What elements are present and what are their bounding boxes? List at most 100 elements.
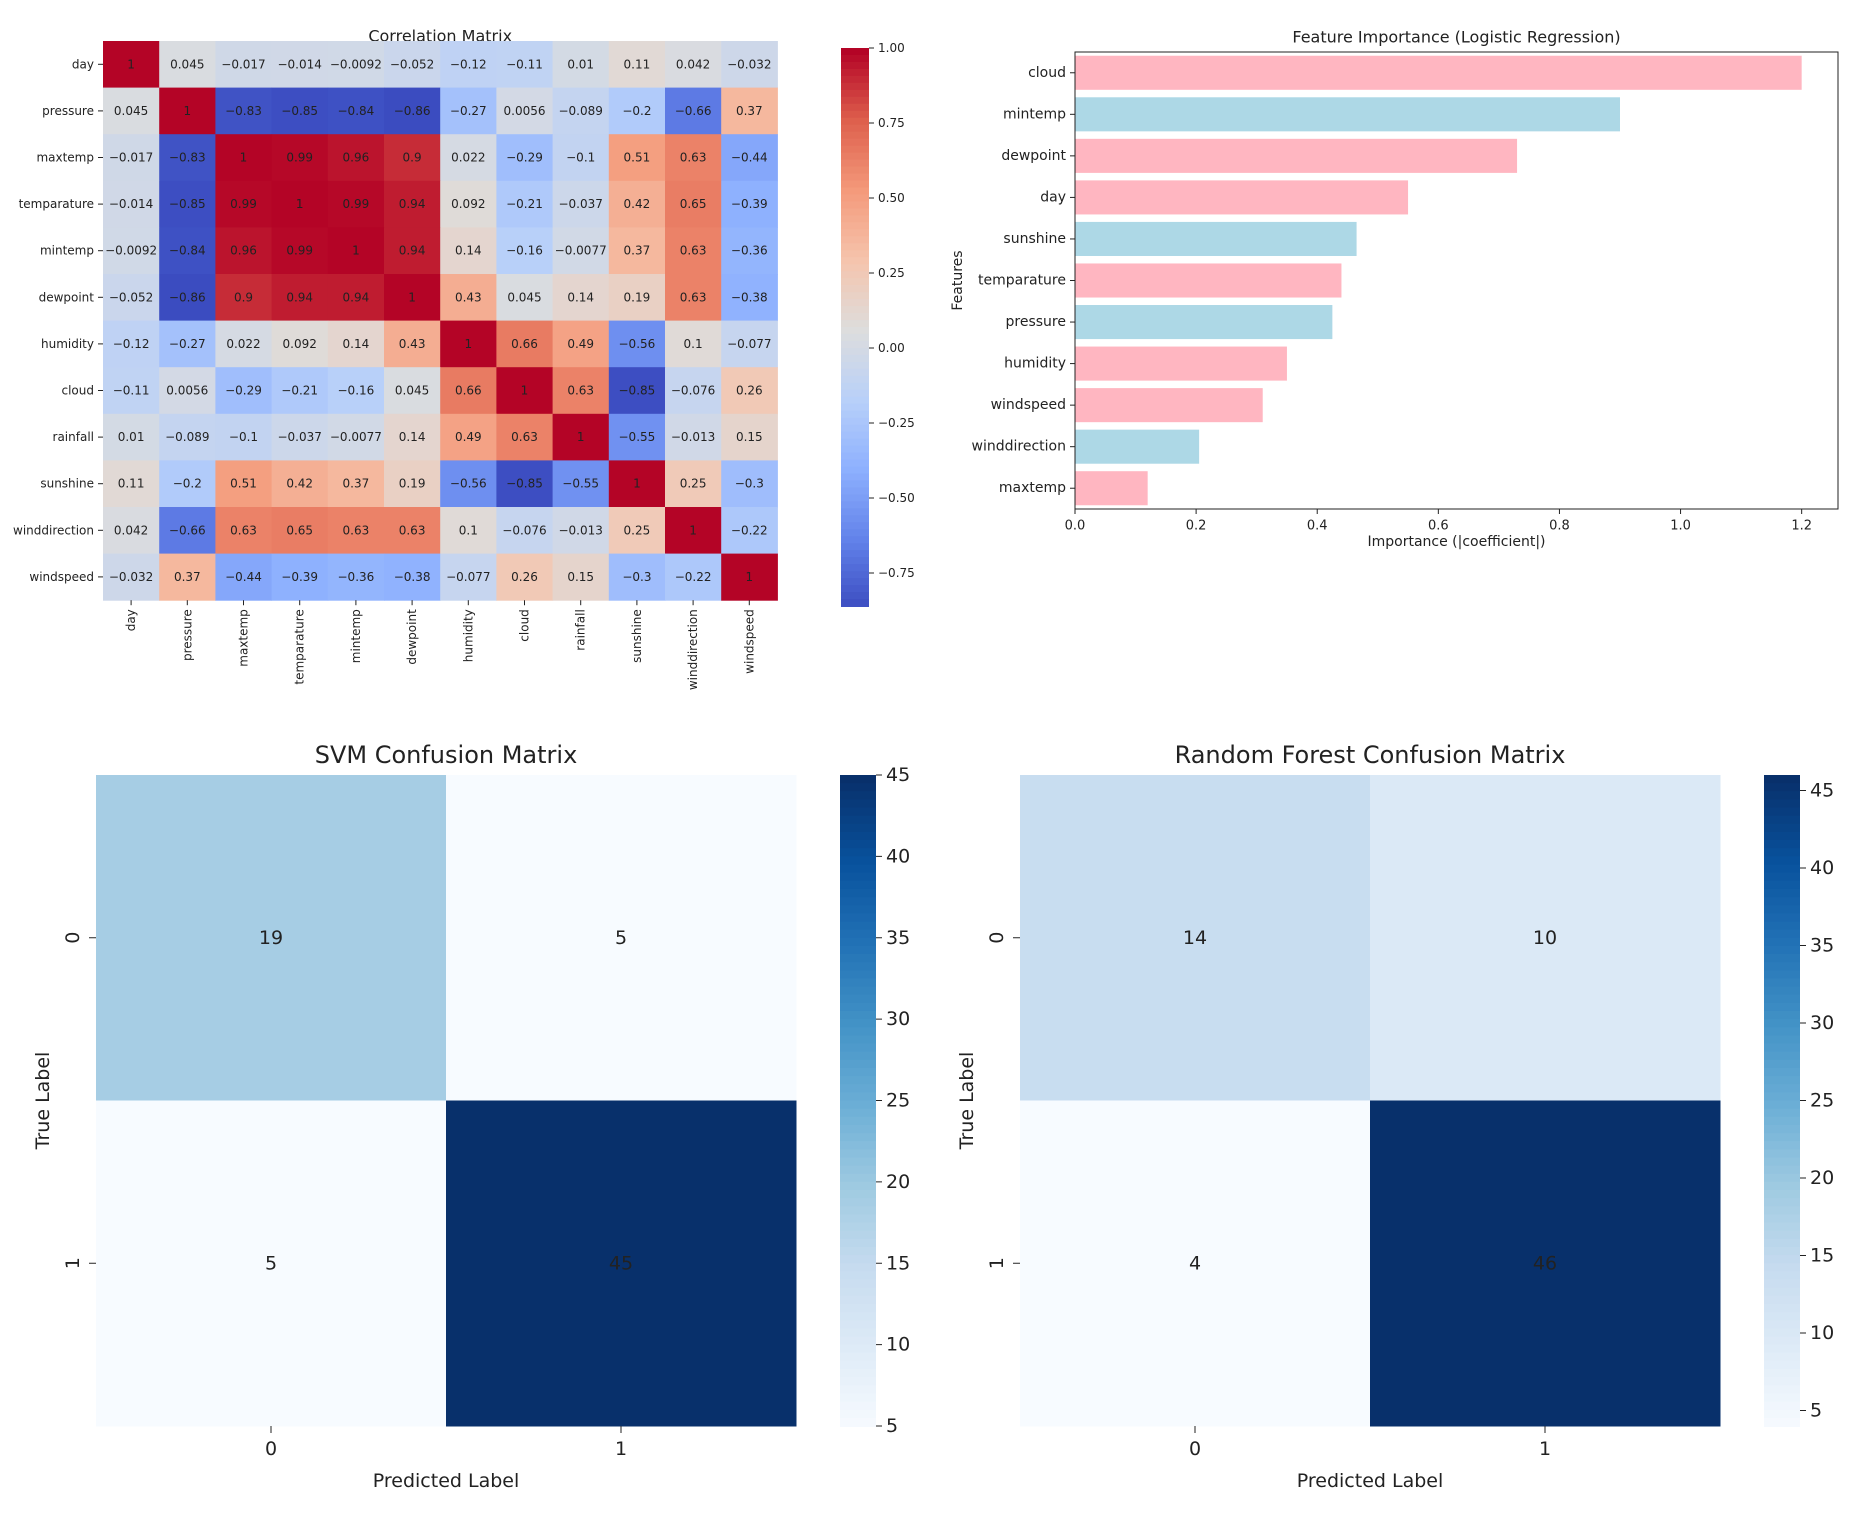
correlation-colorbar-segment [841,180,869,189]
correlation-cell-label: −0.55 [619,430,656,444]
correlation-cell [384,460,441,508]
correlation-colorbar-segment [841,417,869,426]
correlation-cell [215,134,273,182]
svm-colorbar-segment [840,1076,876,1086]
correlation-colorbar-segment [841,159,869,168]
svm-colorbar-tick-label: 15 [886,1252,910,1274]
correlation-cell [721,134,778,182]
correlation-cell-label: 0.37 [174,570,201,584]
correlation-xtick-label: mintemp [349,609,363,663]
svm-colorbar-segment [840,1263,876,1273]
correlation-cell-label: −0.089 [558,104,602,118]
svm-colorbar-segment [840,1409,876,1419]
correlation-cell-label: −0.85 [506,477,543,491]
random-forest-colorbar-segment [1764,921,1800,931]
correlation-colorbar-tick-label: −0.75 [878,566,915,580]
correlation-colorbar-segment [841,187,869,196]
svm-colorbar-segment [840,1295,876,1305]
svm-colorbar-segment [840,1369,876,1379]
correlation-colorbar-tick-label: 0.00 [878,341,905,355]
correlation-cell-label: 0.26 [736,384,763,398]
correlation-cell-label: −0.29 [506,151,543,165]
random-forest-colorbar-segment [1764,872,1800,882]
correlation-cell [215,320,273,368]
correlation-colorbar-segment [841,480,869,489]
random-forest-colorbar-segment [1764,1059,1800,1069]
random-forest-cell [1020,775,1371,1101]
correlation-cell-label: 0.042 [676,57,710,71]
correlation-cell-label: 0.1 [459,523,478,537]
random-forest-colorbar-segment [1764,1181,1800,1192]
svm-colorbar-segment [840,1002,876,1012]
correlation-cell [608,460,666,508]
correlation-cell-label: 1 [633,477,641,491]
correlation-cell [552,320,610,368]
correlation-ytick-label: winddirection [13,523,94,537]
correlation-cell-label: 0.63 [343,523,370,537]
correlation-colorbar-segment [841,306,869,315]
svm-ytick-label: 0 [62,932,84,944]
correlation-cell-label: −0.66 [169,523,206,537]
feature-importance-ytick-label: maxtemp [999,480,1066,496]
svm-colorbar-segment [840,1385,876,1395]
correlation-colorbar-segment [841,340,869,349]
svm-cell-label: 19 [259,927,283,949]
correlation-cell [103,134,160,182]
random-forest-colorbar-segment [1764,1401,1800,1411]
svm-colorbar-segment [840,1336,876,1346]
random-forest-colorbar-segment [1764,1360,1800,1371]
random-forest-colorbar-segment [1764,831,1800,842]
feature-importance-ytick-label: windspeed [991,397,1066,413]
feature-importance-xtick-label: 1.2 [1791,519,1812,534]
correlation-cell-label: 0.25 [680,477,707,491]
feature-importance-bar [1075,388,1263,423]
random-forest-colorbar-segment [1764,1206,1800,1216]
random-forest-colorbar-segment [1764,1067,1800,1078]
correlation-cell-label: 1 [352,244,360,258]
svm-colorbar-tick-label: 45 [886,764,910,786]
correlation-ytick-label: pressure [42,104,94,118]
correlation-cell [496,367,554,415]
random-forest-colorbar-segment [1764,1222,1800,1232]
svm-colorbar-segment [840,1312,876,1322]
correlation-colorbar-segment [841,166,869,175]
correlation-cell [215,460,273,508]
correlation-cell-label: 0.9 [403,151,422,165]
correlation-cell-label: 0.94 [399,197,426,211]
correlation-cell-label: 0.63 [567,384,594,398]
random-forest-colorbar-segment [1764,1328,1800,1338]
correlation-cell [440,134,497,182]
correlation-cell [327,134,385,182]
correlation-cell [103,553,160,601]
correlation-colorbar-segment [841,445,869,454]
svm-colorbar-segment [840,799,876,809]
svm-colorbar-segment [840,1230,876,1240]
feature-importance-xlabel: Importance (|coefficient|) [1367,534,1545,550]
svm-colorbar-segment [840,848,876,858]
correlation-colorbar-segment [841,145,869,154]
correlation-colorbar-tick-label: 0.25 [878,266,905,280]
correlation-colorbar-segment [841,68,869,77]
svm-colorbar-segment [840,840,876,850]
svm-colorbar-segment [840,864,876,874]
correlation-ytick-label: windspeed [29,570,94,584]
correlation-cell-label: 0.94 [343,290,370,304]
correlation-cell-label: −0.21 [506,197,543,211]
correlation-cell [215,274,273,322]
correlation-cell-label: 0.49 [567,337,594,351]
random-forest-colorbar-segment [1764,1092,1800,1102]
correlation-xtick-label: dewpoint [405,609,419,665]
correlation-cell-label: 1 [183,104,191,118]
correlation-colorbar-segment [841,117,869,126]
random-forest-colorbar-segment [1764,1133,1800,1143]
correlation-cell-label: 0.14 [567,290,594,304]
correlation-cell-label: −0.38 [731,290,768,304]
correlation-cell [103,413,160,461]
correlation-cell [496,413,554,461]
random-forest-ylabel: True Label [956,1052,978,1151]
correlation-cell-label: 1 [689,523,697,537]
correlation-cell-label: −0.0077 [555,244,607,258]
svm-colorbar-tick-label: 25 [886,1090,910,1112]
correlation-colorbar-segment [841,403,869,412]
